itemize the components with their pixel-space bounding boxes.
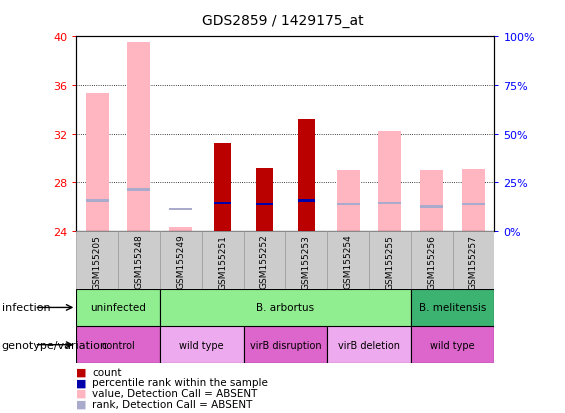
Text: wild type: wild type — [180, 340, 224, 350]
Bar — [214, 202, 231, 205]
Bar — [327, 326, 411, 363]
Text: GSM155256: GSM155256 — [427, 234, 436, 289]
Text: ■: ■ — [76, 377, 87, 387]
Bar — [170, 208, 192, 211]
Bar — [256, 203, 273, 206]
Text: GSM155251: GSM155251 — [218, 234, 227, 289]
Text: uninfected: uninfected — [90, 303, 146, 313]
Bar — [420, 171, 443, 231]
Bar — [160, 326, 244, 363]
Text: GSM155205: GSM155205 — [93, 234, 102, 289]
Bar — [128, 43, 150, 231]
Bar — [411, 231, 453, 289]
Bar — [420, 206, 443, 208]
Bar — [244, 231, 285, 289]
Bar — [244, 326, 327, 363]
Text: GSM155254: GSM155254 — [344, 234, 353, 289]
Text: rank, Detection Call = ABSENT: rank, Detection Call = ABSENT — [92, 399, 253, 409]
Bar — [411, 289, 494, 326]
Bar — [256, 168, 273, 231]
Text: B. arbortus: B. arbortus — [257, 303, 314, 313]
Text: GSM155252: GSM155252 — [260, 234, 269, 289]
Bar — [298, 199, 315, 202]
Bar — [462, 203, 485, 206]
Text: value, Detection Call = ABSENT: value, Detection Call = ABSENT — [92, 388, 258, 398]
Text: infection: infection — [2, 303, 50, 313]
Bar — [453, 231, 494, 289]
Bar — [202, 231, 244, 289]
Bar — [337, 171, 359, 231]
Bar — [298, 120, 315, 231]
Bar — [462, 169, 485, 231]
Text: B. melitensis: B. melitensis — [419, 303, 486, 313]
Text: wild type: wild type — [431, 340, 475, 350]
Bar — [76, 231, 118, 289]
Text: GSM155257: GSM155257 — [469, 234, 478, 289]
Text: virB disruption: virB disruption — [250, 340, 321, 350]
Text: GSM155249: GSM155249 — [176, 234, 185, 289]
Bar — [379, 202, 401, 205]
Bar — [86, 199, 108, 202]
Text: GSM155248: GSM155248 — [134, 234, 144, 289]
Text: ■: ■ — [76, 399, 87, 409]
Text: control: control — [101, 340, 135, 350]
Bar — [411, 326, 494, 363]
Text: ■: ■ — [76, 388, 87, 398]
Text: count: count — [92, 367, 121, 377]
Text: GSM155253: GSM155253 — [302, 234, 311, 289]
Text: virB deletion: virB deletion — [338, 340, 400, 350]
Bar — [369, 231, 411, 289]
Text: percentile rank within the sample: percentile rank within the sample — [92, 377, 268, 387]
Bar — [86, 94, 108, 231]
Bar — [285, 231, 327, 289]
Bar — [214, 144, 231, 231]
Bar — [118, 231, 160, 289]
Bar — [128, 189, 150, 191]
Bar — [160, 231, 202, 289]
Text: GDS2859 / 1429175_at: GDS2859 / 1429175_at — [202, 14, 363, 28]
Bar — [76, 289, 160, 326]
Bar — [160, 289, 411, 326]
Bar — [76, 326, 160, 363]
Bar — [327, 231, 369, 289]
Text: GSM155255: GSM155255 — [385, 234, 394, 289]
Bar — [337, 203, 359, 206]
Text: genotype/variation: genotype/variation — [2, 340, 108, 350]
Bar — [379, 132, 401, 231]
Bar — [170, 228, 192, 231]
Text: ■: ■ — [76, 367, 87, 377]
